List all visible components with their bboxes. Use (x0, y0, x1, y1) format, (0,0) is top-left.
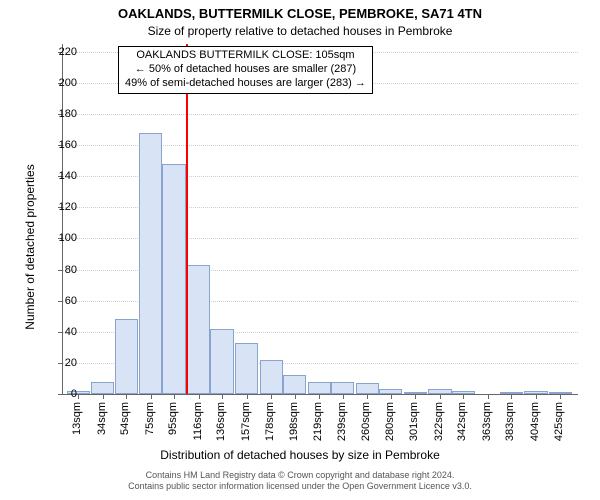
x-tick-label: 425sqm (553, 402, 565, 441)
annotation-box: OAKLANDS BUTTERMILK CLOSE: 105sqm ← 50% … (118, 46, 373, 94)
histogram-bar (91, 382, 114, 394)
x-tick-label: 260sqm (360, 402, 372, 441)
x-tick-label: 280sqm (384, 402, 396, 441)
x-tick (415, 394, 416, 399)
y-tick-label: 20 (65, 357, 77, 369)
x-tick-label: 383sqm (504, 402, 516, 441)
x-tick-label: 322sqm (433, 402, 445, 441)
x-tick-label: 178sqm (264, 402, 276, 441)
x-tick (78, 394, 79, 399)
x-tick-label: 301sqm (408, 402, 420, 441)
x-tick (199, 394, 200, 399)
y-tick (58, 301, 63, 302)
x-tick-label: 157sqm (240, 402, 252, 441)
histogram-bar (331, 382, 354, 394)
x-tick-label: 95sqm (167, 402, 179, 435)
gridline-h (63, 114, 578, 115)
x-tick-label: 342sqm (456, 402, 468, 441)
x-axis-title: Distribution of detached houses by size … (0, 448, 600, 462)
histogram-bar (356, 383, 379, 394)
y-tick-label: 200 (59, 77, 77, 89)
chart-title: OAKLANDS, BUTTERMILK CLOSE, PEMBROKE, SA… (0, 6, 600, 21)
histogram-bar (260, 360, 283, 394)
histogram-bar (187, 265, 210, 394)
x-tick (391, 394, 392, 399)
footer-line-1: Contains HM Land Registry data © Crown c… (146, 470, 455, 480)
x-tick (367, 394, 368, 399)
x-tick-label: 239sqm (336, 402, 348, 441)
x-tick (343, 394, 344, 399)
y-tick-label: 60 (65, 295, 77, 307)
y-tick-label: 160 (59, 139, 77, 151)
x-tick (463, 394, 464, 399)
histogram-bar (210, 329, 233, 394)
histogram-bar (283, 375, 306, 394)
y-tick-label: 80 (65, 264, 77, 276)
y-tick-label: 140 (59, 170, 77, 182)
y-axis-title: Number of detached properties (23, 147, 37, 347)
chart-subtitle: Size of property relative to detached ho… (0, 24, 600, 38)
x-tick-label: 116sqm (192, 402, 204, 440)
x-tick-label: 34sqm (96, 402, 108, 435)
footer-line-2: Contains public sector information licen… (128, 481, 472, 491)
x-tick (222, 394, 223, 399)
histogram-bar (162, 164, 185, 394)
y-tick (58, 394, 63, 395)
x-tick-label: 13sqm (71, 402, 83, 435)
x-tick (151, 394, 152, 399)
x-tick (247, 394, 248, 399)
histogram-bar (115, 319, 138, 394)
y-tick-label: 0 (71, 388, 77, 400)
x-tick-label: 198sqm (288, 402, 300, 441)
x-tick (440, 394, 441, 399)
annotation-line-3: 49% of semi-detached houses are larger (… (125, 77, 366, 91)
x-tick (536, 394, 537, 399)
x-tick (126, 394, 127, 399)
y-tick (58, 332, 63, 333)
histogram-bar (139, 133, 162, 394)
x-tick (560, 394, 561, 399)
x-tick (295, 394, 296, 399)
histogram-bar (235, 343, 258, 394)
reference-line (186, 44, 188, 394)
histogram-bar (308, 382, 331, 394)
footer-attribution: Contains HM Land Registry data © Crown c… (0, 470, 600, 493)
y-tick-label: 120 (59, 201, 77, 213)
y-tick-label: 180 (59, 108, 77, 120)
x-tick-label: 219sqm (312, 402, 324, 441)
annotation-line-1: OAKLANDS BUTTERMILK CLOSE: 105sqm (125, 49, 366, 63)
x-tick (174, 394, 175, 399)
x-tick (271, 394, 272, 399)
x-tick-label: 75sqm (144, 402, 156, 435)
y-tick-label: 220 (59, 46, 77, 58)
x-tick (319, 394, 320, 399)
x-tick-label: 54sqm (119, 402, 131, 435)
plot-area (62, 44, 578, 395)
y-tick (58, 270, 63, 271)
y-tick-label: 40 (65, 326, 77, 338)
y-tick-label: 100 (59, 232, 77, 244)
annotation-line-2: ← 50% of detached houses are smaller (28… (125, 63, 366, 77)
x-tick (488, 394, 489, 399)
x-tick-label: 136sqm (215, 402, 227, 441)
x-tick (511, 394, 512, 399)
x-tick-label: 404sqm (529, 402, 541, 441)
y-tick (58, 363, 63, 364)
x-tick-label: 363sqm (481, 402, 493, 441)
x-tick (103, 394, 104, 399)
